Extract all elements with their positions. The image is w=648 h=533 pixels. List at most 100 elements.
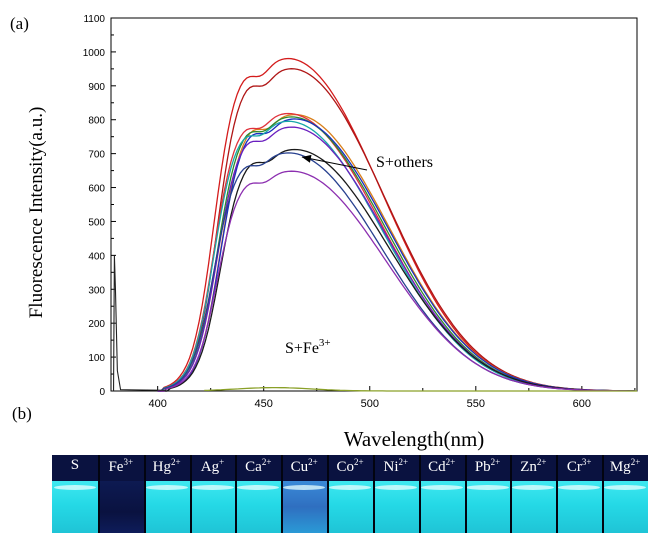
vial-cap (464, 455, 511, 481)
vial-meniscus (328, 485, 372, 490)
vial-label-sup: 3+ (123, 457, 134, 467)
y-tick-label: 1100 (83, 14, 105, 25)
fluorescence-spectrum-chart: 0 100 200 300 400 500 600 700 800 900 1000 1100 400 4… (26, 14, 638, 451)
annotation-arrowhead (301, 154, 312, 163)
vial-label-sup: + (219, 457, 225, 467)
vial-meniscus (145, 485, 188, 490)
vial-label-main: S (70, 457, 80, 473)
vial-divider (556, 455, 559, 533)
vial: Cd2+ (418, 455, 465, 533)
vial: S (52, 455, 98, 533)
y-tick-label: 800 (88, 116, 105, 127)
y-tick-label: 1000 (83, 48, 106, 59)
vial-label: Hg2+ (144, 457, 190, 476)
vial-label: Cd2+ (419, 457, 465, 476)
annotation-s-fe: S+Fe3+ (285, 337, 331, 357)
y-tick-label: 300 (88, 285, 105, 296)
vial-label: Cu2+ (281, 457, 327, 476)
vial-cap (281, 455, 328, 481)
vial-cap (143, 455, 190, 481)
vial-label-main: Hg (152, 459, 171, 475)
y-tick-label: 500 (88, 217, 105, 228)
vial-label: Fe3+ (98, 457, 144, 476)
vial-label-main: Ca (245, 459, 262, 475)
vial-label-sup: 2+ (630, 457, 641, 467)
vial-meniscus (466, 485, 509, 490)
x-tick-label: 600 (573, 398, 591, 410)
vial-label-main: Fe (108, 459, 124, 475)
vial-label-sup: 2+ (490, 457, 501, 467)
chart-annotations: S+others S+Fe3+ (285, 154, 433, 357)
vial-solution (97, 481, 144, 533)
vial-label: Cr3+ (556, 457, 602, 476)
vial-divider (97, 455, 100, 533)
y-tick-label: 0 (99, 387, 105, 398)
vial: Ca2+ (235, 455, 282, 533)
x-tick-label: 550 (467, 398, 485, 410)
spectrum-line (157, 152, 635, 392)
vial: Pb2+ (464, 455, 511, 533)
spectrum-line (157, 170, 635, 392)
vial-divider (235, 455, 238, 533)
vial-cap (510, 455, 557, 481)
annotation-arrow (301, 156, 368, 171)
panel-label-b: (b) (12, 404, 32, 423)
vial-label-main: Ni (383, 459, 399, 475)
vial: Ag+ (189, 455, 236, 533)
vial-cap (97, 455, 144, 481)
vial-label: Ca2+ (235, 457, 281, 476)
vial-label: Ni2+ (373, 457, 419, 476)
vial-divider (602, 455, 605, 533)
vial-label-sup: 2+ (398, 457, 409, 467)
vial-label: Ag+ (190, 457, 236, 476)
x-tick-label: 400 (148, 398, 166, 410)
vial-divider (189, 455, 192, 533)
vial-label: Co2+ (327, 457, 373, 476)
vial: Mg2+ (602, 455, 648, 533)
annotation-s-fe-main: S+Fe (285, 340, 319, 357)
y-tick-label: 200 (88, 319, 105, 330)
vial-label-main: Co (336, 459, 354, 475)
vial-cap (235, 455, 282, 481)
vial-meniscus (603, 485, 647, 490)
vial-divider (510, 455, 513, 533)
panel-label-a: (a) (10, 14, 29, 33)
vial-label-sup: 2+ (353, 457, 364, 467)
vial-divider (372, 455, 375, 533)
vial-cap (189, 455, 236, 481)
y-tick-label: 700 (88, 150, 105, 161)
spectrum-line (157, 68, 635, 392)
excitation-spike-line (112, 255, 167, 392)
vial-divider (281, 455, 284, 533)
vial-cap (372, 455, 419, 481)
vial-photo-strip: S Fe3+ Hg2+ Ag+ Ca2+ Cu2+ Co2+ Ni2+ Cd2+ Pb2+ Zn2+… (52, 455, 648, 533)
vial-label-sup: 2+ (308, 457, 318, 467)
annotation-s-others: S+others (376, 154, 433, 171)
vial-divider (143, 455, 146, 533)
vial: Ni2+ (372, 455, 419, 533)
spectrum-line (204, 386, 637, 392)
vial: Cu2+ (281, 455, 328, 533)
vial-label: Mg2+ (602, 457, 648, 476)
vial-meniscus (374, 485, 417, 490)
vial-label: S (52, 457, 98, 474)
chart-axes: 0 100 200 300 400 500 600 700 800 900 1000 1100 400 4… (26, 14, 638, 451)
vial-label-sup: 2+ (261, 457, 272, 467)
vial-label-main: Cd (428, 459, 446, 475)
vial-meniscus (237, 485, 280, 490)
vial-meniscus (191, 485, 234, 490)
vial: Cr3+ (556, 455, 603, 533)
vial-cap (418, 455, 465, 481)
vial-meniscus (558, 485, 601, 490)
vial-meniscus (53, 485, 97, 490)
vial: Zn2+ (510, 455, 557, 533)
vial-meniscus (420, 485, 463, 490)
vial-label-main: Cu (290, 459, 309, 475)
vial-meniscus (283, 485, 326, 490)
y-tick-label: 400 (88, 251, 105, 262)
x-tick-label: 500 (361, 398, 379, 410)
vial-divider (418, 455, 421, 533)
vial-label-main: Pb (474, 459, 491, 475)
vial-cap (556, 455, 603, 481)
vial: Co2+ (327, 455, 373, 533)
